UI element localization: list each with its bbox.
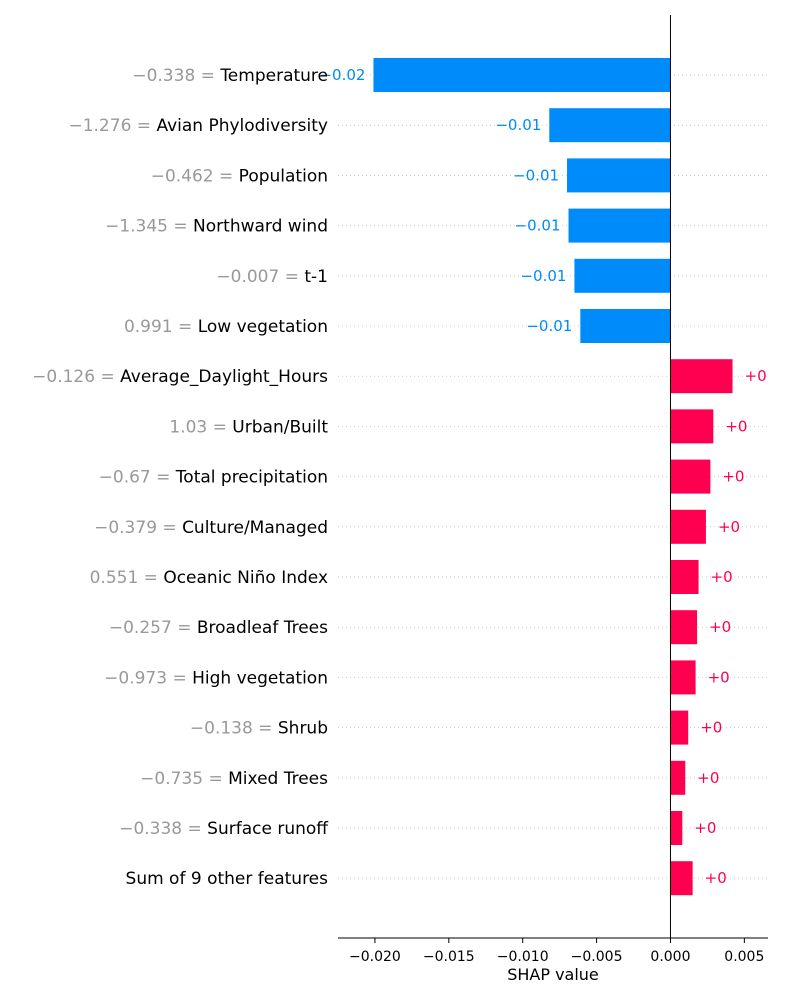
bar-value-label: +0 <box>694 819 716 837</box>
feature-label: −0.257 = Broadleaf Trees <box>109 618 328 638</box>
feature-value: 1.03 = <box>169 417 232 437</box>
bar <box>574 258 671 293</box>
feature-label: −0.338 = Surface runoff <box>119 819 329 839</box>
bar <box>670 560 699 594</box>
feature-label: Sum of 9 other features <box>126 869 329 889</box>
bar <box>670 459 711 494</box>
feature-name: Low vegetation <box>198 317 328 337</box>
bar <box>670 861 693 896</box>
feature-name: Mixed Trees <box>228 769 328 789</box>
feature-value: −0.462 = <box>151 166 239 186</box>
feature-value: −0.126 = <box>32 367 120 387</box>
feature-value: −0.973 = <box>104 668 192 688</box>
feature-value: −0.338 = <box>119 819 207 839</box>
feature-label: −0.735 = Mixed Trees <box>140 769 328 789</box>
x-tick-label: −0.015 <box>423 949 475 965</box>
feature-label: −0.338 = Temperature <box>132 66 328 86</box>
bar <box>670 610 698 645</box>
feature-name: Northward wind <box>193 217 328 237</box>
bar <box>670 710 689 745</box>
feature-name: Population <box>239 166 328 186</box>
feature-label: −0.007 = t-1 <box>216 267 328 287</box>
x-tick-label: −0.020 <box>349 949 401 965</box>
bar <box>670 509 706 544</box>
bar-value-label: −0.02 <box>319 66 365 84</box>
feature-label: 0.991 = Low vegetation <box>124 317 328 337</box>
bar-value-label: +0 <box>718 518 740 536</box>
bar-value-label: −0.01 <box>513 166 559 184</box>
feature-value: −0.138 = <box>190 719 278 739</box>
feature-name: Total precipitation <box>175 468 328 488</box>
x-tick-label: −0.005 <box>571 949 623 965</box>
bar <box>568 208 671 243</box>
feature-label: −0.462 = Population <box>151 166 328 186</box>
feature-value: −0.379 = <box>94 518 182 538</box>
feature-name: Culture/Managed <box>182 518 328 538</box>
feature-name: Oceanic Niño Index <box>163 568 328 588</box>
feature-label: −0.973 = High vegetation <box>104 668 328 688</box>
feature-name: Avian Phylodiversity <box>156 116 328 136</box>
x-tick-label: 0.005 <box>724 949 764 965</box>
feature-name: Broadleaf Trees <box>197 618 328 638</box>
bar <box>670 359 733 394</box>
bar-value-label: +0 <box>705 869 727 887</box>
feature-name: Shrub <box>278 719 328 739</box>
feature-value: −0.007 = <box>216 267 304 287</box>
feature-name: Sum of 9 other features <box>126 869 329 889</box>
feature-value: −0.338 = <box>132 66 220 86</box>
bar-value-label: −0.01 <box>520 267 566 285</box>
bar-value-label: −0.01 <box>495 116 541 134</box>
x-tick-label: 0.000 <box>650 949 690 965</box>
x-tick-label: −0.010 <box>497 949 549 965</box>
bar-value-label: +0 <box>725 417 747 435</box>
feature-name: Urban/Built <box>232 417 328 437</box>
feature-value: 0.551 = <box>90 568 164 588</box>
feature-value: −0.257 = <box>109 618 197 638</box>
bars <box>373 58 733 896</box>
bar <box>670 760 686 795</box>
feature-name: Temperature <box>219 66 328 86</box>
feature-name: High vegetation <box>192 668 328 688</box>
bar-value-label: +0 <box>722 468 744 486</box>
feature-label: −0.138 = Shrub <box>190 719 328 739</box>
bar <box>670 409 714 444</box>
feature-value: −1.276 = <box>68 116 156 136</box>
feature-label: −0.379 = Culture/Managed <box>94 518 328 538</box>
feature-name: t-1 <box>304 267 328 287</box>
bar-value-label: +0 <box>700 719 722 737</box>
feature-labels: −0.02−0.338 = Temperature−0.01−1.276 = A… <box>32 66 767 889</box>
bar <box>670 811 683 845</box>
feature-name: Surface runoff <box>207 819 329 839</box>
bar-value-label: −0.01 <box>515 217 561 235</box>
feature-label: 0.551 = Oceanic Niño Index <box>90 568 328 588</box>
feature-name: Average_Daylight_Hours <box>120 367 328 387</box>
feature-label: 1.03 = Urban/Built <box>169 417 328 437</box>
bar-value-label: +0 <box>745 367 767 385</box>
feature-label: −1.345 = Northward wind <box>105 217 328 237</box>
feature-value: −0.735 = <box>140 769 228 789</box>
bar-value-label: +0 <box>711 568 733 586</box>
x-axis: −0.020 −0.015 −0.010 −0.005 0.000 0.005 <box>338 15 768 965</box>
feature-label: −1.276 = Avian Phylodiversity <box>68 116 328 136</box>
bar-value-label: +0 <box>708 668 730 686</box>
bar <box>549 108 671 143</box>
bar-value-label: +0 <box>697 769 719 787</box>
feature-label: −0.67 = Total precipitation <box>99 468 328 488</box>
bar <box>373 58 671 92</box>
bar <box>670 660 696 695</box>
bar-value-label: −0.01 <box>526 317 572 335</box>
bar-value-label: +0 <box>709 618 731 636</box>
feature-value: −0.67 = <box>99 468 176 488</box>
feature-label: −0.126 = Average_Daylight_Hours <box>32 367 328 387</box>
bar <box>580 309 671 343</box>
feature-value: −1.345 = <box>105 217 193 237</box>
feature-value: 0.991 = <box>124 317 198 337</box>
x-axis-label: SHAP value <box>507 965 599 984</box>
bar <box>567 158 671 193</box>
